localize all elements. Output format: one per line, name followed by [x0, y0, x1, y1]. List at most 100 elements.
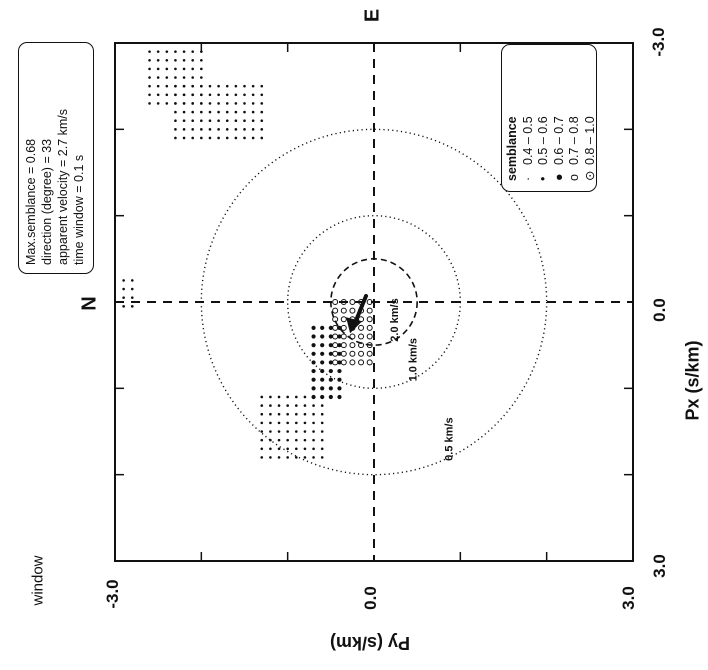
semblance-point — [286, 404, 289, 407]
semblance-point — [165, 67, 169, 71]
semblance-point — [337, 394, 342, 400]
legend-label: 0.5 – 0.6 — [536, 116, 550, 165]
semblance-point — [200, 110, 203, 114]
x-tick-0: 0.0 — [650, 298, 669, 322]
semblance-point — [122, 279, 125, 282]
semblance-point — [312, 412, 315, 416]
velocity-circle — [200, 128, 548, 476]
x-axis-title: Px (s/km) — [682, 340, 703, 421]
semblance-point — [337, 334, 342, 339]
semblance-point — [200, 84, 203, 88]
x-tick-neg3: -3.0 — [649, 27, 668, 57]
semblance-point — [303, 421, 307, 425]
semblance-point — [182, 76, 186, 79]
semblance-point — [165, 58, 169, 62]
semblance-point — [340, 299, 347, 305]
semblance-point — [286, 430, 289, 433]
legend-item: ⊙ 0.8 – 1.0 — [583, 55, 599, 181]
legend-symbol: o — [567, 174, 581, 181]
semblance-point — [320, 368, 325, 374]
semblance-point — [200, 76, 203, 79]
semblance-point — [320, 334, 325, 339]
semblance-point — [191, 84, 194, 88]
semblance-point — [217, 119, 220, 122]
semblance-point — [320, 386, 325, 391]
semblance-point — [200, 119, 203, 122]
semblance-point — [200, 50, 203, 53]
semblance-point — [269, 438, 272, 442]
semblance-point — [165, 93, 169, 97]
legend-symbol: ⊙ — [582, 170, 597, 181]
semblance-point — [269, 456, 272, 459]
legend-symbol: · — [520, 176, 535, 181]
semblance-point — [337, 351, 342, 356]
semblance-point — [165, 102, 169, 105]
semblance-point — [191, 136, 194, 140]
semblance-point — [182, 102, 186, 105]
semblance-point — [366, 350, 373, 357]
semblance-point — [303, 412, 307, 416]
semblance-point — [156, 84, 160, 88]
semblance-point — [295, 456, 298, 459]
semblance-point — [234, 84, 238, 88]
semblance-point — [122, 287, 125, 291]
semblance-point — [312, 395, 315, 399]
semblance-point — [311, 386, 316, 391]
semblance-point — [328, 377, 333, 382]
semblance-point — [269, 404, 272, 407]
semblance-point — [191, 93, 194, 97]
semblance-point — [234, 110, 238, 114]
semblance-point — [312, 438, 315, 442]
semblance-point — [303, 438, 307, 442]
info-apparent-velocity: apparent velocity = 2.7 km/s — [56, 109, 70, 265]
semblance-point — [340, 359, 347, 366]
semblance-point — [200, 102, 203, 105]
semblance-point — [260, 421, 264, 425]
y-tick-0: 0.0 — [361, 586, 380, 610]
x-tick-3: 3.0 — [650, 554, 669, 578]
semblance-point — [286, 456, 289, 459]
semblance-point — [366, 324, 373, 331]
semblance-point — [320, 343, 325, 348]
semblance-point — [130, 305, 134, 308]
semblance-point — [217, 110, 220, 114]
semblance-point — [225, 93, 229, 97]
semblance-point — [174, 102, 177, 105]
semblance-point — [208, 110, 212, 114]
semblance-point — [337, 368, 342, 374]
semblance-point — [156, 76, 160, 79]
semblance-point — [320, 351, 325, 356]
semblance-point — [332, 316, 339, 323]
semblance-point — [243, 93, 246, 97]
semblance-point — [349, 299, 356, 305]
velocity-circle-label: 1.0 km/s — [407, 338, 419, 381]
semblance-point — [277, 395, 281, 399]
semblance-point — [208, 84, 212, 88]
semblance-point — [182, 93, 186, 97]
velocity-circle-label: 0.5 km/s — [444, 417, 456, 460]
semblance-point — [251, 102, 255, 105]
semblance-point — [311, 377, 316, 382]
semblance-point — [260, 102, 264, 105]
semblance-point — [349, 307, 356, 314]
legend-symbol: ● — [551, 173, 566, 181]
semblance-point — [277, 430, 281, 433]
semblance-point — [208, 102, 212, 105]
semblance-point — [328, 386, 333, 391]
semblance-point — [311, 343, 316, 348]
velocity-circle — [330, 258, 418, 346]
semblance-point — [260, 404, 264, 407]
semblance-point — [191, 67, 194, 71]
semblance-point — [260, 136, 264, 140]
semblance-point — [200, 128, 203, 131]
semblance-point — [251, 84, 255, 88]
semblance-point — [295, 421, 298, 425]
semblance-point — [358, 333, 365, 340]
semblance-point — [277, 447, 281, 451]
semblance-point — [332, 307, 339, 314]
semblance-point — [165, 84, 169, 88]
semblance-point — [312, 421, 315, 425]
semblance-point — [165, 50, 169, 53]
semblance-point — [320, 456, 324, 459]
